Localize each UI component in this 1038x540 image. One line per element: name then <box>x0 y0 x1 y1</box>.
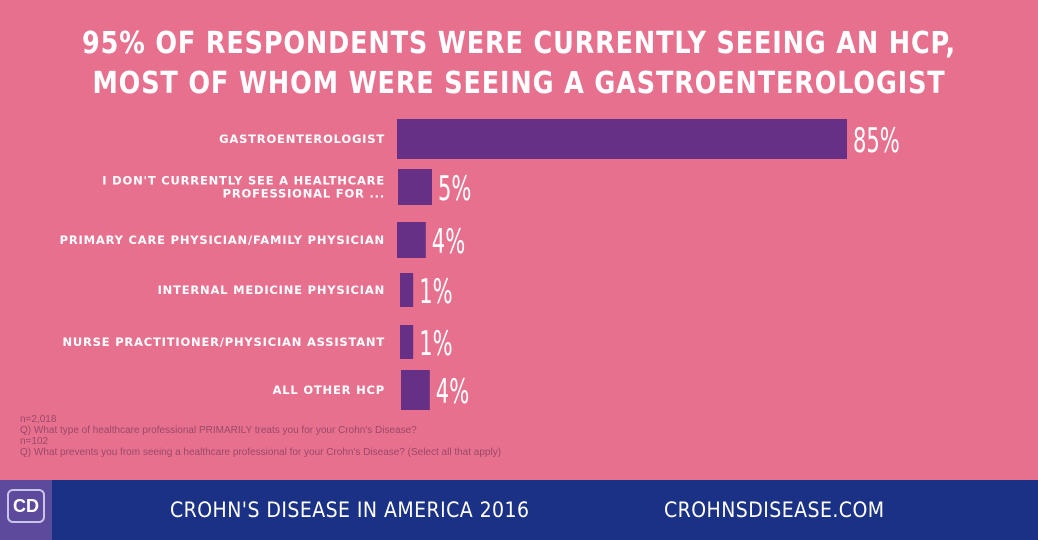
chart-title: 95% of respondents were currently seeing… <box>0 24 1038 104</box>
footer-title: CROHN'S DISEASE IN AMERICA 2016 <box>170 498 530 522</box>
value-label: 1% <box>419 272 452 312</box>
bar <box>400 325 414 359</box>
title-line-1: 95% of respondents were currently seeing… <box>82 26 956 61</box>
note-n2: n=102 <box>20 436 49 447</box>
footer-url[interactable]: CROHNSDISEASE.COM <box>664 498 885 522</box>
bar <box>397 119 847 159</box>
bar-chart: GASTROENTEROLOGIST 85% I DON'T CURRENTLY S… <box>60 119 900 410</box>
cd-logo: CD <box>0 480 52 540</box>
value-label: 4% <box>432 222 465 262</box>
footer-banner: CD CROHN'S DISEASE IN AMERICA 2016 CROHN… <box>0 480 1038 540</box>
value-label: 1% <box>419 324 452 364</box>
category-label: PROFESSIONAL FOR ... <box>223 187 385 201</box>
title-line-2: most of whom were seeing a gastroenterol… <box>92 66 946 101</box>
bar <box>398 169 432 205</box>
category-label: INTERNAL MEDICINE PHYSICIAN <box>158 283 385 297</box>
speech-bubble-icon: CD <box>7 489 45 523</box>
category-label: GASTROENTEROLOGIST <box>219 132 385 146</box>
bar <box>400 273 414 307</box>
category-label: I DON'T CURRENTLY SEE A HEALTHCARE <box>102 174 385 188</box>
category-label: PRIMARY CARE PHYSICIAN/FAMILY PHYSICIAN <box>60 233 385 247</box>
note-q2: Q) What prevents you from seeing a healt… <box>20 447 502 458</box>
bar <box>401 370 430 410</box>
category-label: ALL OTHER HCP <box>273 383 385 397</box>
note-n1: n=2,018 <box>20 414 57 425</box>
bar <box>397 222 426 258</box>
value-label: 4% <box>436 372 469 410</box>
value-label: 85% <box>853 121 900 161</box>
value-label: 5% <box>438 169 471 209</box>
category-label: NURSE PRACTITIONER/PHYSICIAN ASSISTANT <box>62 335 385 349</box>
footnotes: n=2,018 Q) What type of healthcare profe… <box>20 414 501 458</box>
note-q1: Q) What type of healthcare professional … <box>20 425 417 436</box>
